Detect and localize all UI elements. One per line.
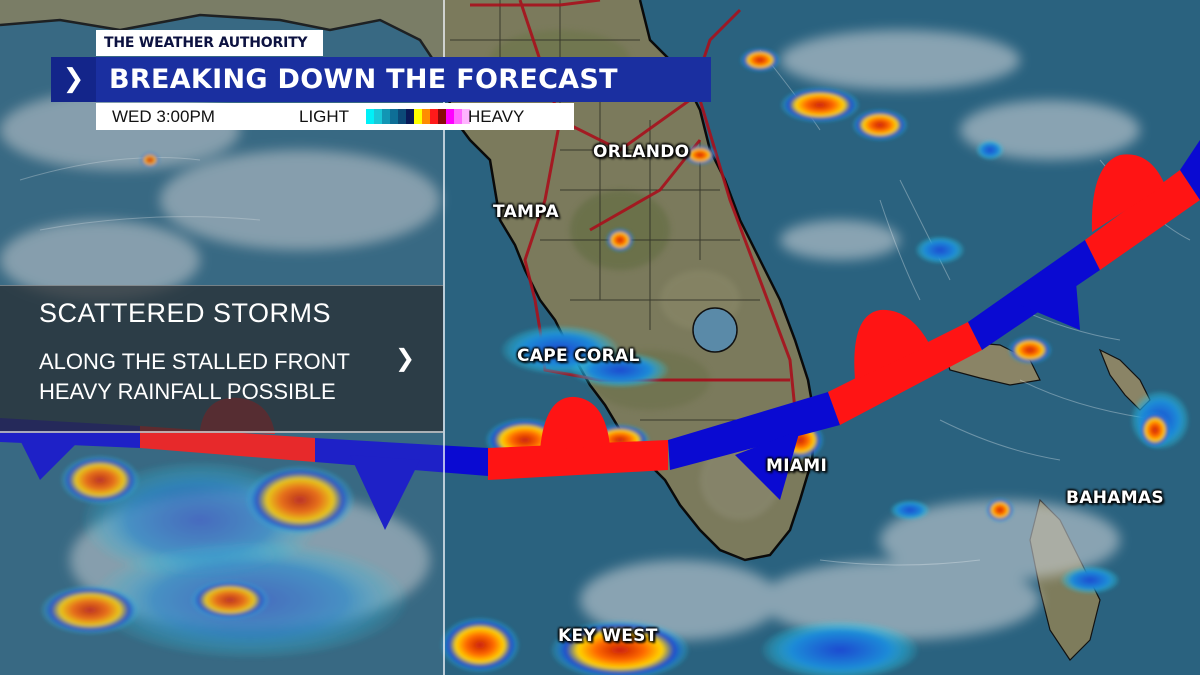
info-line-2: HEAVY RAINFALL POSSIBLE	[39, 379, 336, 404]
city-label-orlando: ORLANDO	[593, 142, 690, 162]
city-label-key-west: KEY WEST	[558, 626, 658, 646]
stationary-front	[0, 140, 1200, 530]
legend-swatch	[446, 109, 454, 124]
legend-swatch	[374, 109, 382, 124]
city-label-bahamas: BAHAMAS	[1066, 488, 1164, 508]
legend-swatch	[438, 109, 446, 124]
info-line-1: ALONG THE STALLED FRONT	[39, 349, 350, 374]
station-brand: THE WEATHER AUTHORITY	[96, 30, 323, 56]
legend-swatch	[406, 109, 414, 124]
title-bar: ❯ BREAKING DOWN THE FORECAST	[51, 57, 711, 102]
legend-swatch	[414, 109, 422, 124]
city-label-miami: MIAMI	[766, 456, 828, 476]
legend-swatch	[430, 109, 438, 124]
info-panel: SCATTERED STORMS ALONG THE STALLED FRONT…	[0, 285, 443, 433]
forecast-time: WED 3:00PM	[112, 107, 215, 126]
chevron-right-icon: ❯	[395, 344, 416, 372]
time-legend-bar: WED 3:00PM LIGHT HEAVY	[96, 103, 574, 130]
city-label-cape-coral: CAPE CORAL	[517, 346, 640, 366]
panel-divider	[443, 0, 445, 675]
legend-high-label: HEAVY	[468, 107, 525, 126]
info-headline: SCATTERED STORMS	[39, 298, 332, 328]
legend-swatch	[390, 109, 398, 124]
legend-low-label: LIGHT	[299, 107, 350, 126]
city-label-tampa: TAMPA	[493, 202, 559, 222]
legend-swatch	[422, 109, 430, 124]
legend-swatch	[366, 109, 374, 124]
legend-swatch	[462, 109, 470, 124]
precip-legend	[366, 109, 470, 124]
chevron-right-icon: ❯	[51, 57, 96, 102]
legend-swatch	[398, 109, 406, 124]
legend-swatch	[454, 109, 462, 124]
page-title: BREAKING DOWN THE FORECAST	[109, 64, 618, 95]
legend-swatch	[382, 109, 390, 124]
